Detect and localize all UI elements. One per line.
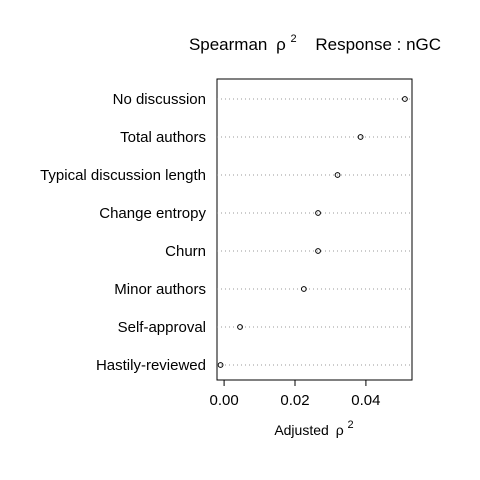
data-point [402,96,408,102]
data-point [237,324,243,330]
category-label: Typical discussion length [40,167,206,184]
category-label: Churn [165,243,206,260]
xlabel-text: Adjusted [274,422,328,438]
title-rho-sup: 2 [291,33,297,45]
x-tick-label: 0.02 [280,392,309,409]
category-label: Minor authors [114,281,206,298]
data-point [217,362,224,368]
data-point [315,248,321,254]
chart-title: Spearman ρ 2 Response : nGC [189,27,441,54]
xlabel-rho-sup: 2 [348,419,354,431]
x-axis-title: Adjusted ρ 2 [274,419,353,438]
data-point [334,172,341,178]
data-point [315,210,321,216]
category-label: Self-approval [118,319,206,336]
x-tick-label: 0.00 [209,392,238,409]
plot-frame [216,78,413,381]
data-point [357,134,364,140]
title-rho-symbol: ρ [276,35,286,54]
category-label: Total authors [120,129,206,146]
category-label: Change entropy [99,205,206,222]
data-point [300,286,307,292]
category-label: No discussion [113,91,206,108]
xlabel-rho-symbol: ρ [336,422,344,438]
title-right: Response : nGC [315,35,441,54]
title-left: Spearman [189,35,267,54]
category-label: Hastily-reviewed [96,357,206,374]
x-tick-label: 0.04 [351,392,380,409]
